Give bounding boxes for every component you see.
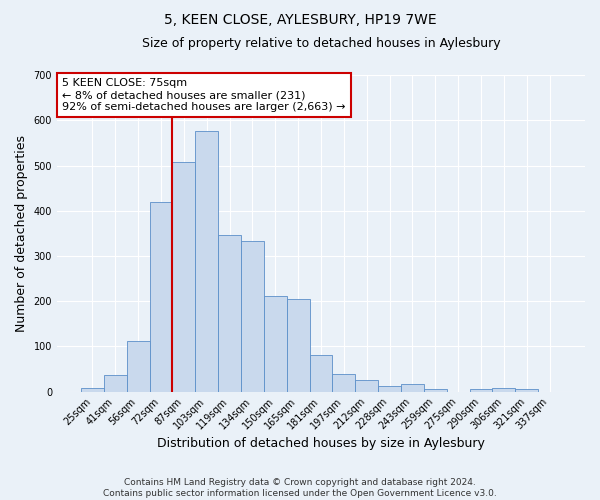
Text: Contains HM Land Registry data © Crown copyright and database right 2024.
Contai: Contains HM Land Registry data © Crown c…	[103, 478, 497, 498]
Bar	[470, 390, 493, 392]
Bar	[424, 390, 446, 392]
Bar	[287, 300, 310, 392]
Bar	[355, 380, 378, 392]
Y-axis label: Number of detached properties: Number of detached properties	[15, 135, 28, 332]
Bar	[81, 388, 104, 392]
Bar	[241, 241, 264, 392]
Bar	[401, 384, 424, 392]
Bar	[127, 341, 149, 392]
Title: Size of property relative to detached houses in Aylesbury: Size of property relative to detached ho…	[142, 38, 500, 51]
Bar	[378, 386, 401, 392]
Text: 5, KEEN CLOSE, AYLESBURY, HP19 7WE: 5, KEEN CLOSE, AYLESBURY, HP19 7WE	[164, 12, 436, 26]
Bar	[310, 354, 332, 392]
Bar	[195, 131, 218, 392]
Bar	[264, 296, 287, 392]
Text: 5 KEEN CLOSE: 75sqm
← 8% of detached houses are smaller (231)
92% of semi-detach: 5 KEEN CLOSE: 75sqm ← 8% of detached hou…	[62, 78, 346, 112]
Bar	[493, 388, 515, 392]
Bar	[172, 162, 195, 392]
Bar	[515, 390, 538, 392]
Bar	[104, 375, 127, 392]
Bar	[218, 235, 241, 392]
X-axis label: Distribution of detached houses by size in Aylesbury: Distribution of detached houses by size …	[157, 437, 485, 450]
Bar	[149, 202, 172, 392]
Bar	[332, 374, 355, 392]
